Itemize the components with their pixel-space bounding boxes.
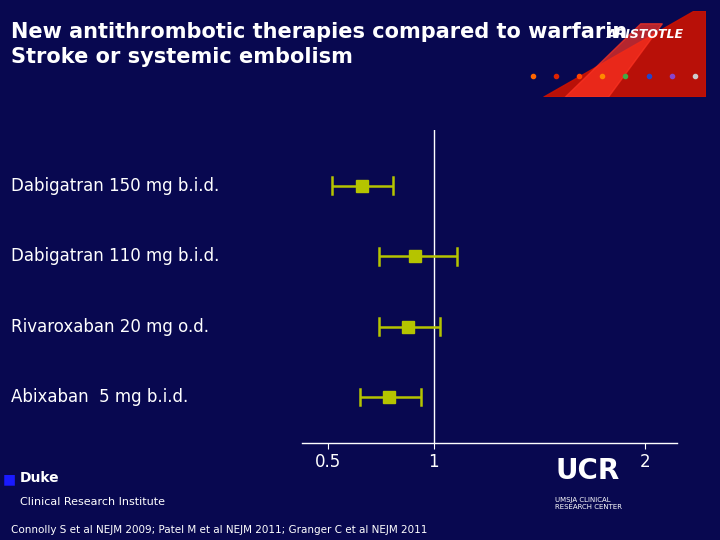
Text: Rivaroxaban 20 mg o.d.: Rivaroxaban 20 mg o.d. [11, 318, 209, 336]
Text: Connolly S et al NEJM 2009; Patel M et al NEJM 2011; Granger C et al NEJM 2011: Connolly S et al NEJM 2009; Patel M et a… [11, 524, 427, 535]
Text: UCR: UCR [555, 457, 619, 485]
Text: Clinical Research Institute: Clinical Research Institute [20, 497, 165, 507]
Text: Dabigatran 150 mg b.i.d.: Dabigatran 150 mg b.i.d. [11, 177, 219, 195]
Polygon shape [565, 24, 662, 97]
Text: Duke: Duke [20, 471, 60, 485]
Text: Dabigatran 110 mg b.i.d.: Dabigatran 110 mg b.i.d. [11, 247, 219, 265]
Text: ■: ■ [3, 472, 16, 486]
Polygon shape [544, 11, 706, 97]
Text: ARISTOTLE: ARISTOTLE [607, 29, 683, 42]
Text: Abixaban  5 mg b.i.d.: Abixaban 5 mg b.i.d. [11, 388, 188, 406]
Text: UMSJA CLINICAL
RESEARCH CENTER: UMSJA CLINICAL RESEARCH CENTER [555, 497, 622, 510]
Text: New antithrombotic therapies compared to warfarin
Stroke or systemic embolism: New antithrombotic therapies compared to… [11, 22, 627, 67]
